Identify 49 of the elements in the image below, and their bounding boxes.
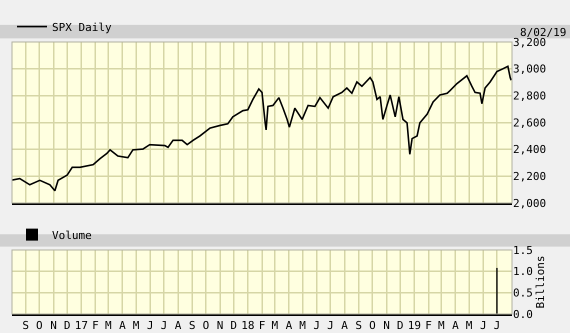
y-tick-label: 2,600: [513, 116, 546, 130]
x-tick-label: S: [355, 319, 362, 332]
x-tick-label: O: [369, 319, 376, 332]
x-tick-label: F: [425, 319, 432, 332]
x-tick-label: J: [160, 319, 168, 332]
x-tick-label: 19: [408, 319, 421, 332]
x-tick-label: N: [383, 319, 390, 332]
x-tick-label: 18: [241, 319, 254, 332]
x-tick-label: M: [299, 319, 306, 332]
y-tick-label: 2,000: [513, 196, 546, 210]
x-tick-label: M: [104, 319, 112, 332]
line-series: [12, 65, 512, 192]
y-tick-label: 2,400: [513, 143, 546, 156]
y-tick-label: 0.5: [513, 286, 533, 300]
legend-label: SPX Daily: [52, 20, 112, 34]
x-tick-label: A: [452, 319, 460, 332]
x-tick-label: S: [22, 319, 30, 332]
y-tick-label: 0.0: [513, 308, 533, 321]
y-tick-label: 2,200: [513, 170, 546, 184]
x-tick-label: A: [341, 319, 348, 332]
x-tick-label: A: [286, 319, 293, 332]
x-tick-label: N: [50, 319, 57, 332]
x-tick-label: A: [174, 319, 182, 332]
x-tick-label: M: [271, 319, 278, 332]
x-tick-label: F: [92, 319, 99, 332]
x-tick-label: A: [119, 319, 126, 332]
x-tick-label: M: [466, 319, 473, 332]
y-tick-label: 2,800: [513, 90, 546, 103]
x-tick-label: J: [480, 319, 487, 332]
y-axis-title: Billions: [534, 256, 548, 308]
x-tick-label: O: [36, 319, 43, 332]
x-tick-label: J: [494, 319, 500, 332]
y-tick-label: 1.5: [513, 244, 533, 257]
x-tick-label: D: [230, 319, 238, 332]
x-tick-label: F: [258, 319, 266, 332]
x-tick-label: O: [202, 319, 210, 332]
x-tick-label: 17: [74, 319, 88, 332]
x-tick-label: N: [216, 319, 224, 332]
x-tick-label: J: [146, 319, 154, 332]
y-tick-label: 1.0: [513, 265, 533, 278]
x-tick-label: D: [64, 319, 71, 332]
x-tick-label: M: [132, 319, 140, 332]
x-tick-label: D: [396, 319, 404, 332]
y-tick-label: 3,000: [513, 62, 546, 76]
legend-label: Volume: [52, 228, 92, 242]
x-tick-label: J: [327, 319, 334, 332]
x-tick-label: M: [438, 319, 445, 332]
x-tick-label: J: [313, 319, 320, 332]
x-tick-label: S: [188, 319, 196, 332]
